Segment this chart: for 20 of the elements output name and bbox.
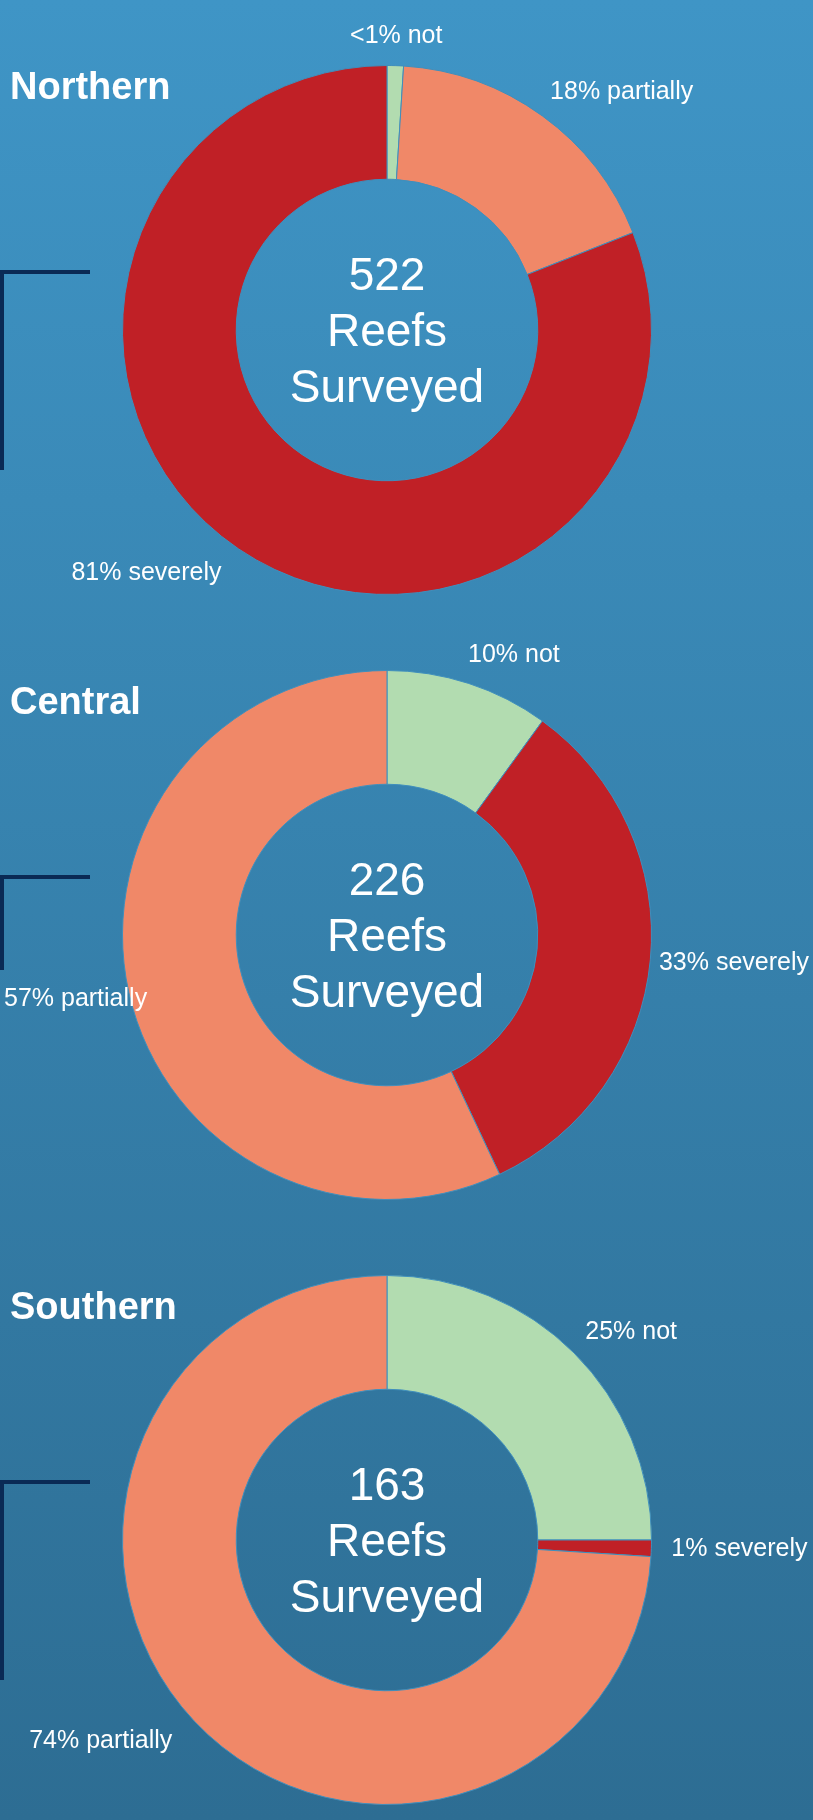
text: Northern: [10, 65, 171, 108]
slice-label: 18% partially: [550, 75, 694, 104]
text: Reefs: [325, 908, 449, 963]
text: Surveyed: [288, 964, 486, 1019]
text: Surveyed: [288, 359, 486, 414]
slice-label: 81% severely: [71, 557, 222, 586]
chart-title: Southern: [10, 1285, 177, 1328]
text: Central: [10, 680, 141, 723]
slice-label: 74% partially: [29, 1725, 173, 1754]
text: 522: [347, 247, 427, 302]
slice-label: 33% severely: [658, 946, 810, 975]
slice-label: 1% severely: [671, 1533, 809, 1562]
slice-label: <1% not: [350, 19, 443, 48]
text: Reefs: [325, 303, 449, 358]
slice-label: 10% not: [468, 638, 560, 667]
text: 226: [347, 852, 427, 907]
text: Reefs: [325, 1513, 449, 1568]
slice-label: 25% not: [585, 1315, 678, 1344]
text: Surveyed: [288, 1569, 486, 1624]
text: 163: [347, 1457, 427, 1512]
